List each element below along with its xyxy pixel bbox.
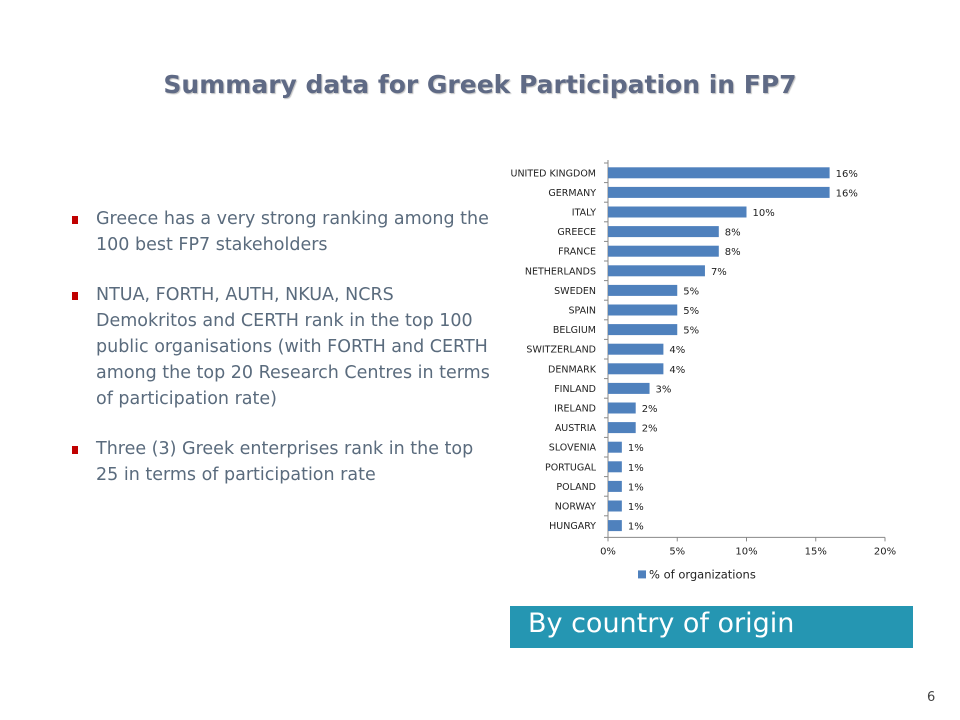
x-tick-label: 10%	[735, 546, 757, 557]
bar	[608, 402, 636, 414]
category-label: FRANCE	[558, 247, 596, 258]
bullet-square-icon	[72, 292, 78, 300]
bar	[608, 422, 636, 434]
bar	[608, 304, 678, 316]
x-tick-label: 15%	[805, 546, 827, 557]
category-label: SLOVENIA	[549, 443, 597, 454]
category-label: NETHERLANDS	[525, 266, 596, 277]
bullet-text: Three (3) Greek enterprises rank in the …	[96, 439, 474, 485]
data-label: 7%	[711, 267, 727, 278]
bar	[608, 284, 678, 296]
data-label: 2%	[642, 404, 658, 415]
bar	[608, 167, 830, 179]
category-label: DENMARK	[548, 364, 597, 375]
data-label: 16%	[836, 188, 858, 199]
data-label: 5%	[683, 306, 699, 317]
category-label: PORTUGAL	[545, 462, 597, 473]
data-label: 8%	[725, 247, 741, 258]
data-label: 4%	[669, 345, 685, 356]
category-label: NORWAY	[555, 502, 596, 513]
x-tick-label: 0%	[600, 546, 616, 557]
legend-label: % of organizations	[649, 567, 756, 581]
caption-box: By country of origin	[510, 606, 913, 648]
x-tick-label: 5%	[669, 546, 685, 557]
bar	[608, 520, 622, 532]
bar	[608, 245, 719, 257]
bar	[608, 324, 678, 336]
legend-swatch	[638, 570, 646, 579]
category-label: UNITED KINGDOM	[511, 168, 597, 179]
bar	[608, 382, 650, 394]
bar	[608, 461, 622, 473]
bar	[608, 441, 622, 453]
bullet-item: NTUA, FORTH, AUTH, NKUA, NCRS Demokritos…	[70, 282, 490, 412]
category-label: HUNGARY	[549, 521, 596, 532]
data-label: 1%	[628, 443, 644, 454]
category-label: SPAIN	[568, 306, 596, 317]
data-label: 1%	[628, 463, 644, 474]
bullet-square-icon	[72, 216, 78, 224]
bar	[608, 226, 719, 238]
data-label: 1%	[628, 502, 644, 513]
bullet-square-icon	[72, 446, 78, 454]
data-label: 1%	[628, 482, 644, 493]
bar-chart: UNITED KINGDOM 16% GERMANY 16% ITALY 10% GREEC…	[511, 160, 896, 581]
category-label: GREECE	[557, 227, 596, 238]
category-label: SWITZERLAND	[526, 345, 596, 356]
bullet-item: Three (3) Greek enterprises rank in the …	[70, 436, 490, 488]
caption-text: By country of origin	[528, 608, 795, 639]
bar	[608, 500, 622, 512]
category-label: IRELAND	[554, 404, 596, 415]
data-label: 5%	[683, 326, 699, 337]
category-label: ITALY	[572, 208, 596, 219]
slide-title: Summary data for Greek Participation in …	[163, 70, 797, 99]
data-label: 5%	[683, 286, 699, 297]
bar	[608, 206, 747, 218]
category-label: POLAND	[556, 482, 596, 493]
data-label: 16%	[836, 169, 858, 180]
bar	[608, 480, 622, 492]
data-label: 10%	[753, 208, 775, 219]
data-label: 8%	[725, 228, 741, 239]
bullet-item: Greece has a very strong ranking among t…	[70, 206, 490, 258]
bullet-list: Greece has a very strong ranking among t…	[70, 206, 490, 512]
page-number: 6	[927, 690, 936, 705]
data-label: 2%	[642, 424, 658, 435]
x-tick-label: 20%	[874, 546, 896, 557]
data-label: 4%	[669, 365, 685, 376]
bar	[608, 343, 664, 355]
bar	[608, 363, 664, 375]
category-label: GERMANY	[548, 188, 596, 199]
category-label: AUSTRIA	[555, 423, 597, 434]
category-label: BELGIUM	[553, 325, 596, 336]
bar	[608, 186, 830, 198]
bullet-text: Greece has a very strong ranking among t…	[96, 209, 489, 255]
data-label: 1%	[628, 522, 644, 533]
category-label: FINLAND	[554, 384, 596, 395]
bullet-text: NTUA, FORTH, AUTH, NKUA, NCRS Demokritos…	[96, 285, 490, 409]
category-label: SWEDEN	[554, 286, 596, 297]
data-label: 3%	[656, 384, 672, 395]
bar	[608, 265, 705, 277]
